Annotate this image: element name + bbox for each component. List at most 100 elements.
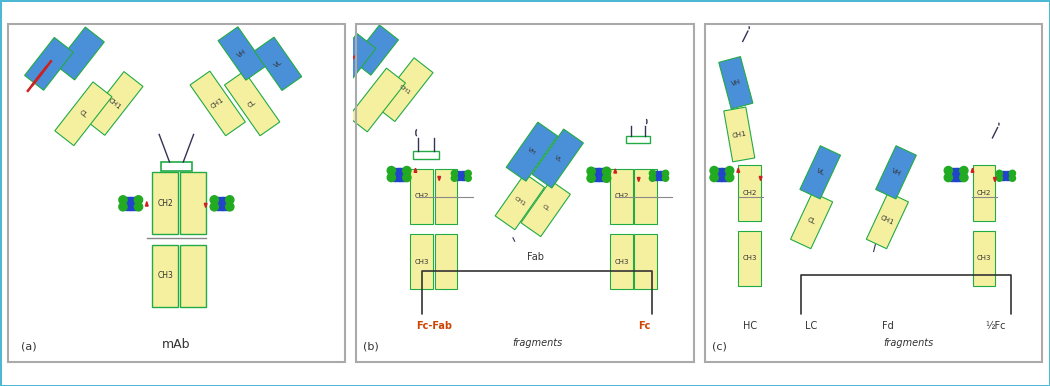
Circle shape (210, 203, 218, 211)
Polygon shape (225, 71, 279, 136)
Circle shape (226, 203, 234, 211)
Bar (461, 176, 465, 180)
Bar (222, 204, 228, 210)
Circle shape (134, 196, 143, 204)
Text: CL: CL (78, 109, 88, 119)
Circle shape (944, 166, 952, 175)
Bar (593, 175, 600, 181)
Polygon shape (376, 58, 433, 122)
Circle shape (726, 173, 734, 182)
Polygon shape (614, 169, 616, 173)
Polygon shape (152, 245, 179, 306)
Bar (598, 175, 605, 181)
Bar (950, 174, 957, 181)
Text: VH: VH (890, 168, 902, 177)
Polygon shape (56, 27, 104, 80)
Bar (658, 176, 664, 180)
Bar (399, 174, 405, 181)
Bar (626, 136, 650, 143)
Circle shape (996, 175, 1003, 181)
Polygon shape (218, 27, 266, 80)
Circle shape (387, 173, 396, 182)
Circle shape (710, 173, 718, 182)
Circle shape (452, 170, 458, 176)
Polygon shape (145, 201, 148, 206)
Polygon shape (438, 176, 441, 181)
Polygon shape (521, 180, 570, 237)
Text: CH2: CH2 (742, 190, 757, 196)
Polygon shape (496, 174, 545, 230)
Text: CH1: CH1 (398, 84, 412, 96)
Bar (956, 174, 962, 181)
Polygon shape (506, 122, 558, 181)
Circle shape (603, 167, 611, 175)
Circle shape (226, 196, 234, 204)
Polygon shape (352, 25, 398, 75)
Text: mAb: mAb (162, 339, 191, 351)
Polygon shape (330, 34, 376, 84)
Text: fragments: fragments (512, 338, 562, 348)
Text: VL: VL (273, 59, 284, 69)
Text: (c): (c) (712, 342, 727, 351)
Polygon shape (435, 169, 457, 224)
Text: CL: CL (541, 204, 550, 213)
Circle shape (119, 196, 127, 204)
Bar (413, 151, 439, 159)
Polygon shape (876, 146, 917, 199)
Circle shape (387, 166, 396, 175)
Text: CH1: CH1 (513, 196, 527, 207)
Circle shape (996, 170, 1003, 176)
Polygon shape (414, 168, 417, 172)
Bar (1001, 176, 1005, 180)
Bar (216, 197, 223, 203)
Text: Fc-Fab: Fc-Fab (416, 321, 452, 331)
Text: Fc: Fc (637, 321, 650, 331)
Polygon shape (610, 169, 633, 224)
Bar (716, 174, 722, 181)
Polygon shape (993, 178, 996, 182)
Circle shape (1009, 170, 1015, 176)
Polygon shape (634, 169, 656, 224)
Bar (456, 176, 460, 180)
Polygon shape (972, 231, 995, 286)
Text: VH: VH (527, 147, 537, 156)
Circle shape (403, 173, 411, 182)
Text: (b): (b) (363, 342, 379, 351)
Text: CL: CL (806, 216, 817, 225)
Circle shape (587, 174, 595, 182)
Text: CH2: CH2 (976, 190, 991, 196)
Text: LC: LC (805, 321, 818, 331)
Polygon shape (738, 231, 761, 286)
Polygon shape (435, 234, 457, 290)
Polygon shape (866, 192, 908, 249)
Bar (161, 162, 192, 171)
Polygon shape (190, 71, 246, 136)
Polygon shape (610, 234, 633, 290)
Bar (950, 168, 957, 174)
Circle shape (649, 175, 655, 181)
Circle shape (649, 170, 655, 176)
Text: (a): (a) (21, 342, 37, 351)
Bar (399, 168, 405, 174)
Polygon shape (55, 82, 112, 146)
Bar (721, 174, 728, 181)
Text: CH3: CH3 (158, 271, 173, 280)
Bar (456, 171, 460, 176)
Bar (222, 197, 228, 203)
Polygon shape (152, 172, 179, 234)
Bar (956, 168, 962, 174)
Polygon shape (723, 107, 755, 162)
Polygon shape (737, 168, 739, 172)
Circle shape (944, 173, 952, 182)
Text: CH3: CH3 (415, 259, 428, 265)
Bar (1001, 171, 1005, 176)
Polygon shape (411, 169, 433, 224)
Polygon shape (637, 178, 640, 182)
Polygon shape (972, 166, 995, 220)
Text: CH2: CH2 (415, 193, 428, 200)
Bar (598, 168, 605, 174)
Polygon shape (532, 129, 584, 188)
Text: VL: VL (553, 154, 563, 163)
Bar (658, 171, 664, 176)
Circle shape (1009, 175, 1015, 181)
